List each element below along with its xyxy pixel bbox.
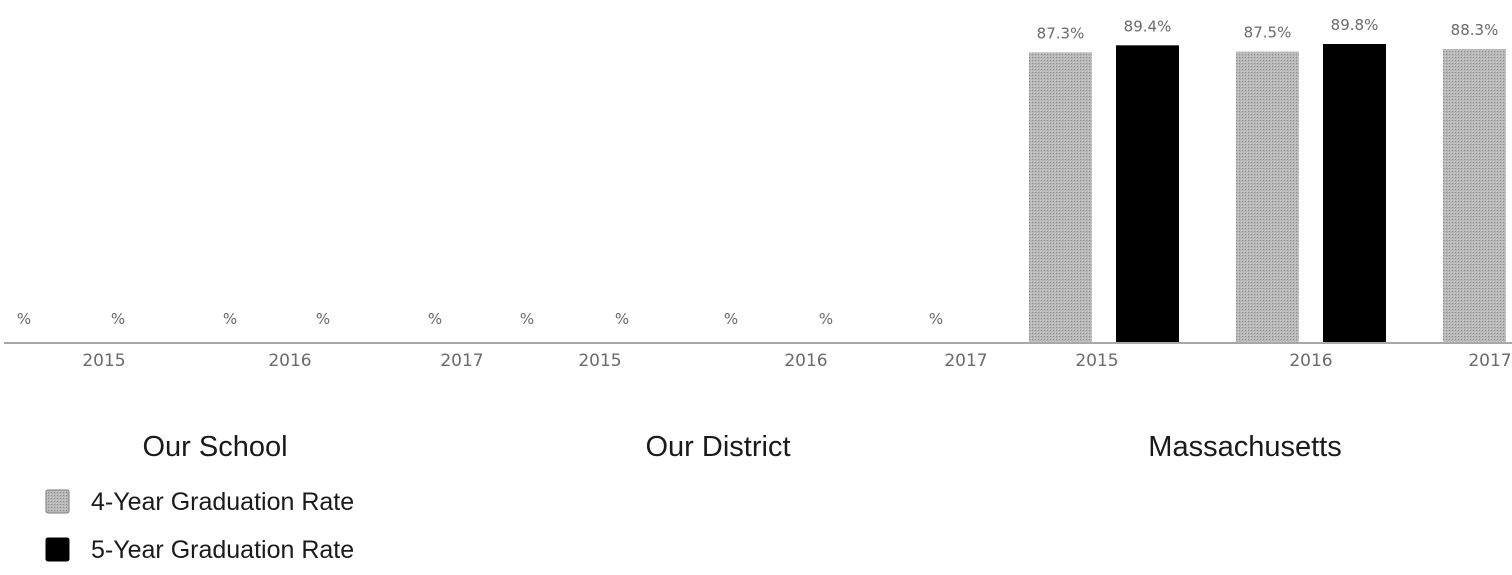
bar-value-label: % (615, 310, 629, 328)
group-label: Our School (142, 431, 287, 463)
bar-value-label: % (428, 310, 442, 328)
bar-value-label: % (724, 310, 738, 328)
year-tick-label: 2015 (1075, 351, 1118, 371)
bar-value-label: % (223, 310, 237, 328)
bar-4yr (1029, 52, 1092, 343)
year-tick-label: 2017 (440, 351, 483, 371)
bar-5yr (1323, 44, 1386, 342)
bar-value-label: 88.3% (1451, 21, 1499, 39)
bar-value-label: % (929, 310, 943, 328)
bar-value-label: 87.3% (1037, 24, 1085, 42)
bar-value-label: 89.4% (1124, 17, 1172, 35)
year-tick-label: 2017 (1468, 351, 1511, 371)
year-tick-label: 2016 (784, 351, 827, 371)
legend-swatch (45, 537, 70, 562)
bar-value-label: % (111, 310, 125, 328)
year-tick-label: 2017 (944, 351, 987, 371)
bar-value-label: % (316, 310, 330, 328)
legend-item-5yr: 5-Year Graduation Rate (45, 536, 354, 564)
year-tick-label: 2015 (82, 351, 125, 371)
bar-4yr (1443, 48, 1506, 343)
legend-item-4yr: 4-Year Graduation Rate (45, 488, 354, 516)
bar-4yr (1236, 51, 1299, 343)
legend-label: 4-Year Graduation Rate (91, 488, 354, 516)
bar-value-label: % (17, 310, 31, 328)
bar-value-label: % (819, 310, 833, 328)
group-label: Our District (646, 431, 791, 463)
legend-swatch (45, 489, 70, 514)
bar-value-label: 87.5% (1244, 24, 1292, 42)
legend-label: 5-Year Graduation Rate (91, 536, 354, 564)
bar-5yr (1116, 45, 1179, 342)
year-tick-label: 2015 (578, 351, 621, 371)
bar-value-label: % (520, 310, 534, 328)
year-tick-label: 2016 (268, 351, 311, 371)
group-label: Massachusetts (1148, 431, 1341, 463)
year-tick-label: 2016 (1289, 351, 1332, 371)
bar-value-label: 89.8% (1331, 16, 1379, 34)
